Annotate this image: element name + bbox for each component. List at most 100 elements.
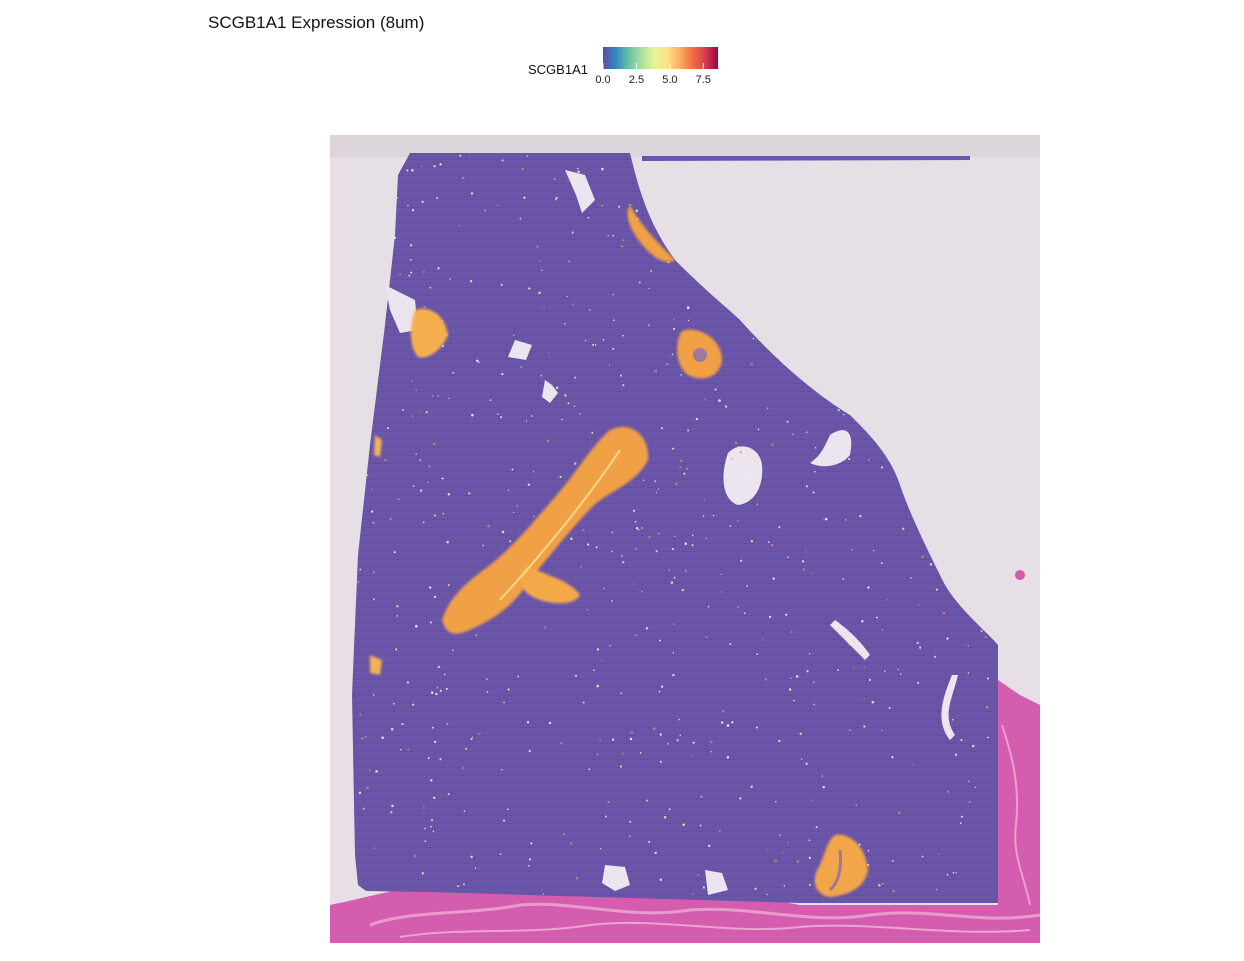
expression-dot — [432, 830, 435, 833]
expression-dot — [785, 613, 788, 616]
expression-dot — [980, 629, 983, 632]
expression-dot — [658, 690, 661, 693]
expression-dot — [398, 498, 400, 501]
expression-dot — [788, 688, 792, 691]
legend-gradient-rect — [603, 47, 718, 69]
expression-dot — [987, 736, 989, 739]
expression-dot — [608, 644, 612, 647]
expression-dot — [587, 543, 590, 546]
expression-dot — [898, 811, 901, 814]
expression-dot — [809, 653, 811, 655]
expression-dot — [618, 205, 621, 208]
expression-dot — [882, 882, 884, 885]
expression-dot — [734, 441, 738, 445]
expression-dot — [424, 827, 426, 830]
expression-dot — [867, 586, 870, 589]
expression-dot — [611, 738, 615, 741]
expression-dot — [921, 855, 924, 858]
expression-dot — [423, 305, 426, 309]
expression-dot — [681, 589, 684, 592]
expression-dot — [528, 287, 531, 290]
central-airway-region — [442, 426, 649, 634]
expression-dot — [621, 245, 623, 248]
expression-dot — [690, 755, 693, 757]
expression-dot — [390, 811, 393, 814]
expression-dot — [654, 851, 657, 854]
expression-dot — [600, 847, 602, 850]
expression-dot — [519, 217, 522, 220]
legend-tick-labels: 0.0 2.5 5.0 7.5 — [595, 74, 718, 88]
expression-dot — [848, 457, 851, 461]
expression-dot — [391, 302, 393, 305]
expression-dot — [899, 673, 902, 675]
expression-dot — [611, 600, 613, 602]
expression-dot — [808, 883, 811, 886]
expression-dot — [619, 765, 622, 768]
expression-dot — [575, 877, 579, 880]
expression-dot — [607, 235, 609, 237]
expression-dot — [435, 692, 438, 696]
expression-dot — [796, 860, 800, 863]
expression-dot — [457, 885, 460, 888]
expression-dot — [634, 520, 637, 523]
vessel-hole-small-1 — [542, 380, 558, 403]
expression-dot — [429, 286, 432, 289]
expression-dot — [880, 466, 884, 469]
expression-dot — [364, 735, 367, 738]
expression-dot — [555, 197, 558, 200]
expression-dot — [821, 775, 824, 777]
expression-dot — [612, 347, 615, 350]
expression-dot — [622, 334, 624, 337]
expression-dot — [381, 736, 384, 739]
expression-dot — [411, 415, 413, 417]
vessel-hole-small-2 — [508, 340, 532, 360]
expression-dot — [589, 309, 591, 311]
expression-dot — [567, 402, 570, 405]
expression-dot — [778, 739, 781, 743]
expression-dot — [672, 651, 675, 654]
expression-dot — [430, 825, 432, 828]
expression-dot — [441, 345, 445, 348]
expression-dot — [790, 631, 793, 634]
expression-dot — [415, 453, 417, 455]
expression-dot — [469, 280, 473, 283]
expression-dot — [402, 408, 404, 411]
expression-dot — [427, 757, 430, 760]
expression-dot — [563, 833, 565, 835]
expression-dot — [411, 169, 414, 172]
expression-dot — [384, 459, 387, 462]
expression-dot — [366, 786, 369, 789]
expression-dot — [842, 578, 844, 580]
expression-dot — [814, 446, 817, 449]
expression-dot — [985, 705, 989, 709]
expression-dot — [746, 585, 749, 587]
expression-dot — [406, 681, 410, 684]
expression-dot — [471, 413, 474, 417]
expression-dot — [452, 649, 454, 652]
expression-dot — [439, 163, 442, 166]
expression-dot — [571, 231, 574, 234]
expression-dot — [511, 468, 514, 471]
vessel-hole-large — [723, 446, 763, 505]
expression-dot — [955, 872, 957, 874]
expression-dot — [676, 739, 679, 742]
expression-dot — [722, 710, 725, 713]
expression-dot — [425, 411, 428, 414]
expression-dot — [969, 801, 971, 803]
expression-dot — [764, 678, 767, 681]
expression-dot — [810, 799, 813, 802]
expression-dot — [692, 741, 695, 744]
expression-dot — [708, 844, 711, 848]
expression-dot — [591, 431, 594, 434]
expression-dot — [775, 801, 777, 803]
expression-dot — [487, 524, 490, 528]
expression-dot — [399, 318, 402, 320]
expression-dot — [634, 634, 637, 637]
expression-dot — [445, 687, 448, 690]
expression-dot — [532, 471, 535, 473]
expression-dot — [813, 703, 815, 706]
expression-dot — [657, 488, 660, 490]
expression-dot — [810, 573, 812, 575]
vessel-hole-bottom-1 — [602, 865, 630, 891]
expression-dot — [358, 791, 362, 795]
